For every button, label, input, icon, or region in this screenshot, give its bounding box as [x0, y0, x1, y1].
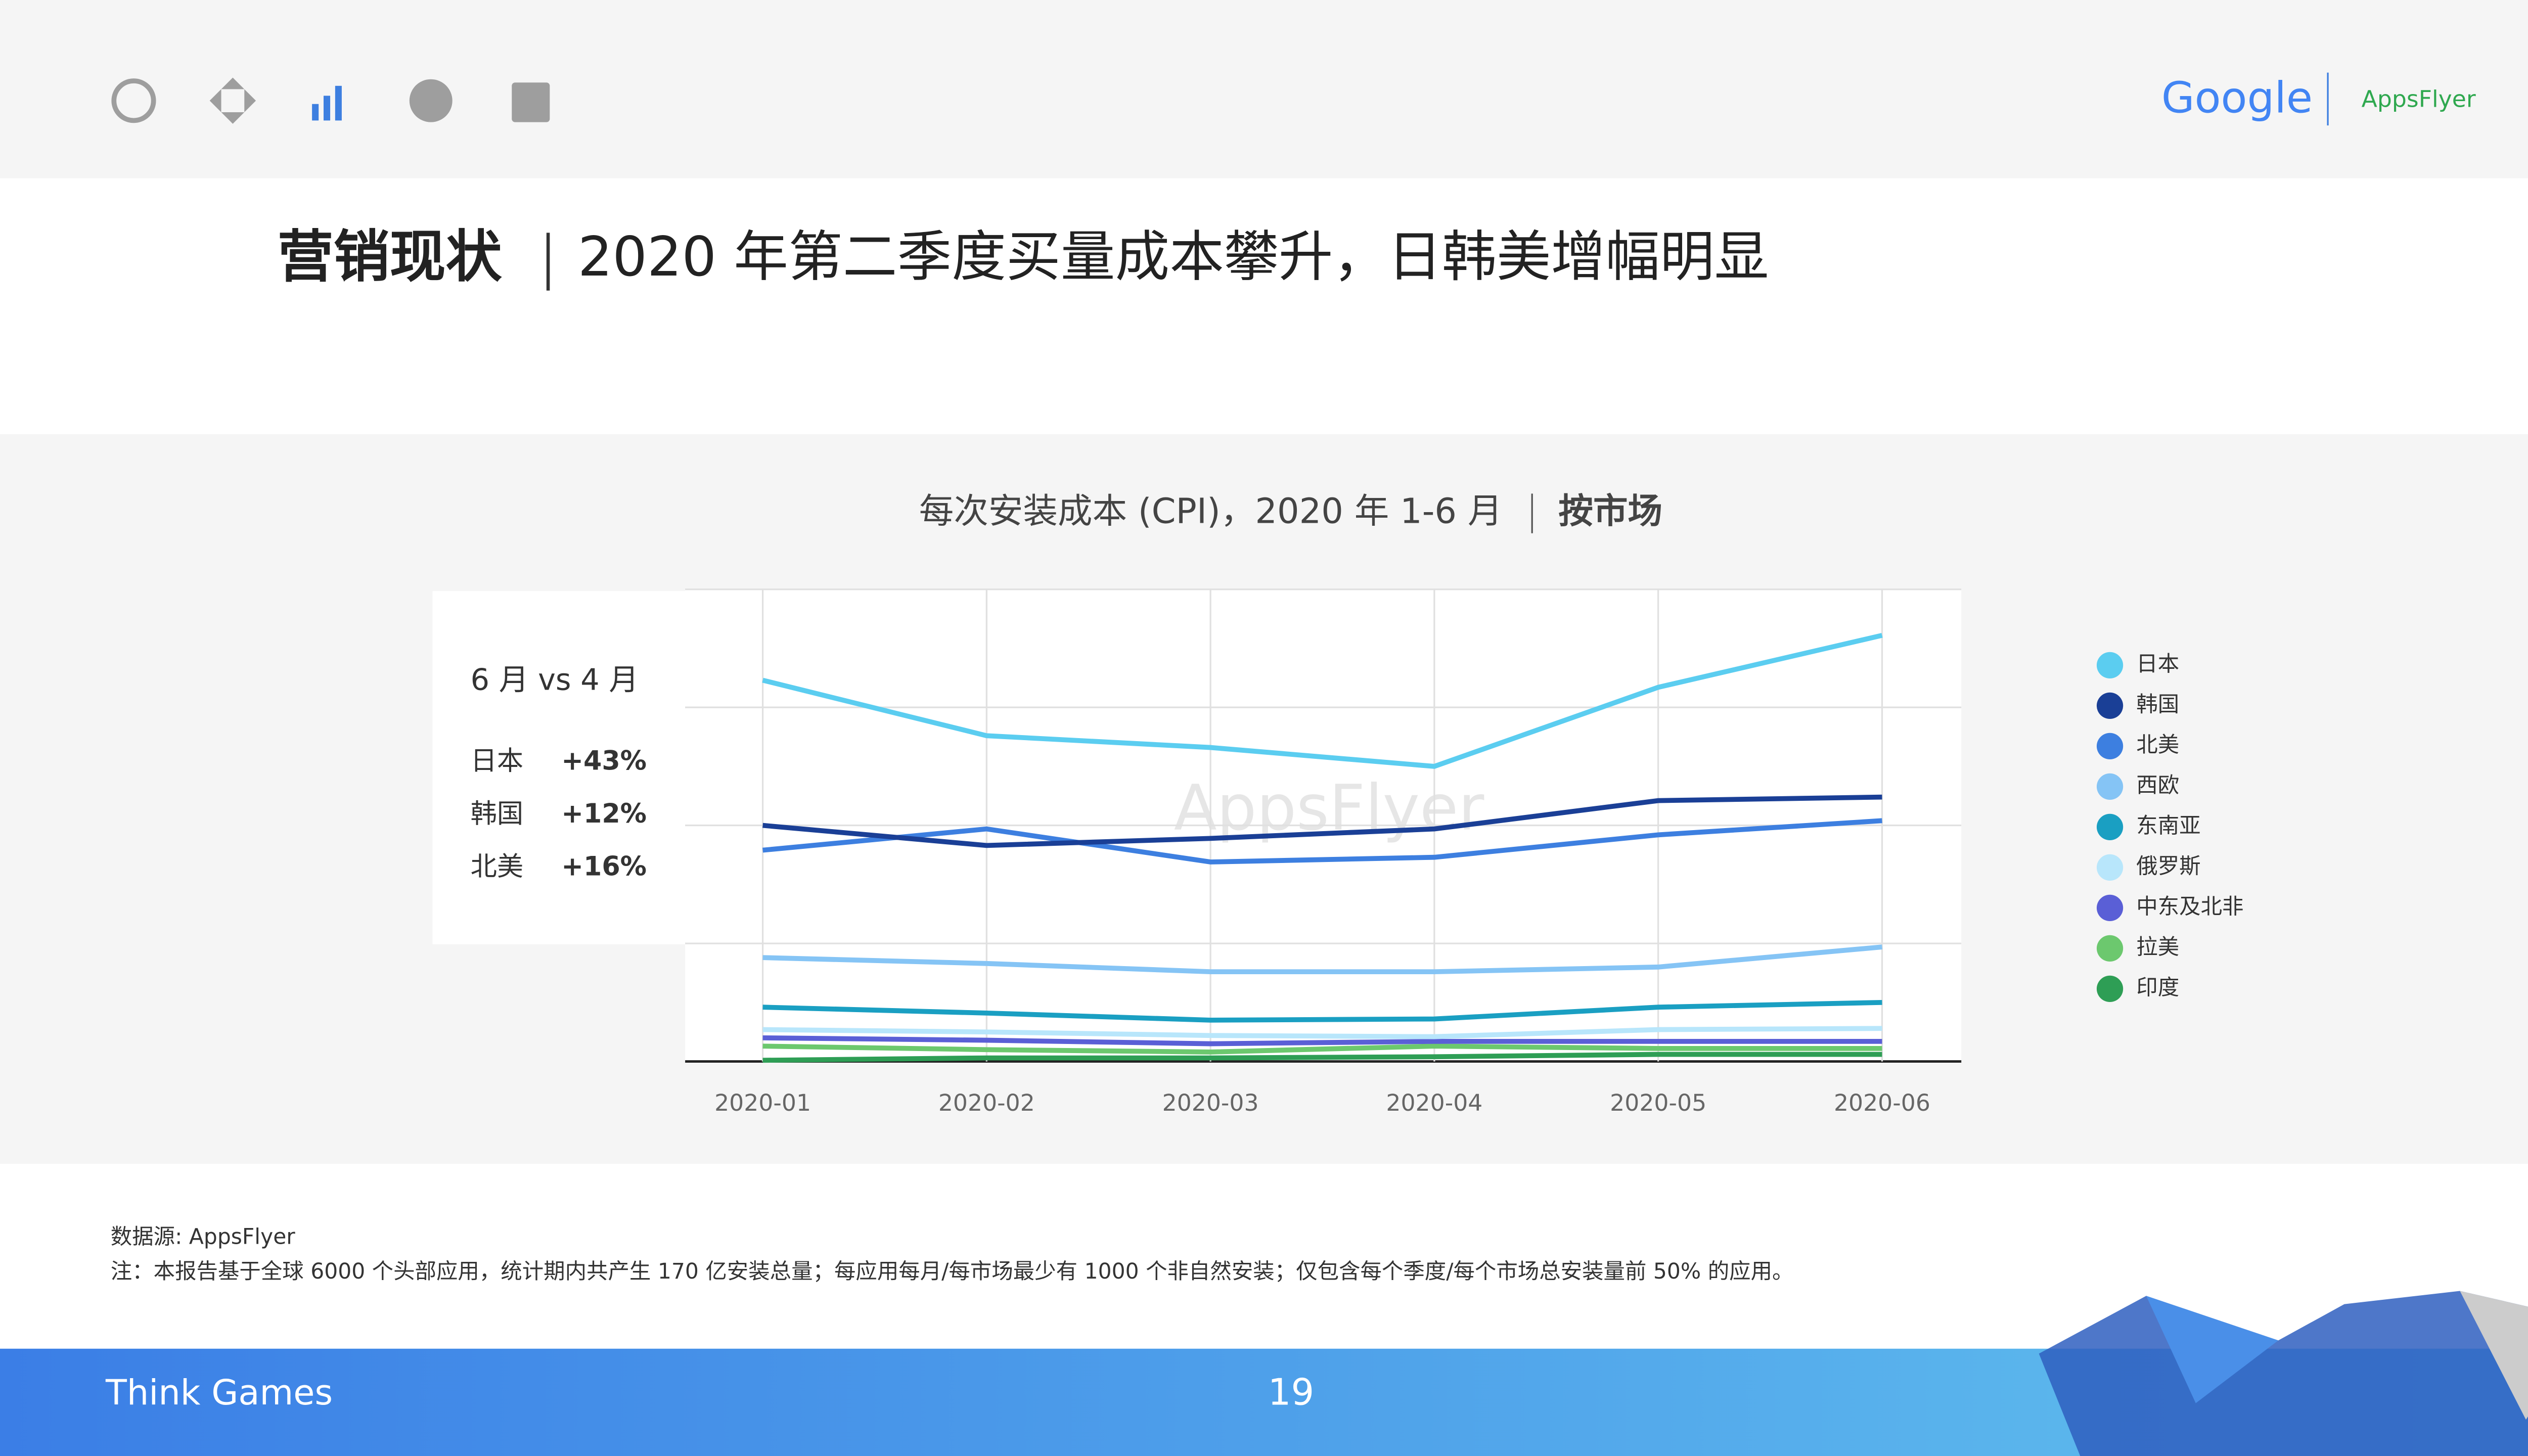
- title-lead: 营销现状: [278, 224, 503, 290]
- legend-label: 韩国: [2136, 692, 2179, 717]
- nav-icons: [111, 77, 550, 124]
- legend-swatch: [2096, 773, 2124, 800]
- brand: Think Games: [105, 1373, 333, 1413]
- callout-change: +12%: [561, 799, 647, 829]
- legend-label: 印度: [2136, 975, 2179, 1000]
- x-tick-label: 2020-03: [1162, 1089, 1259, 1116]
- legend-swatch: [2096, 894, 2124, 922]
- x-tick-label: 2020-02: [938, 1089, 1035, 1116]
- legend-swatch: [2096, 854, 2124, 881]
- series-line: [762, 818, 1882, 864]
- legend-label: 拉美: [2136, 935, 2179, 960]
- legend-swatch: [2096, 935, 2124, 962]
- top-bar: [0, 0, 2528, 178]
- series-line: [762, 1026, 1882, 1039]
- icon-compass[interactable]: [409, 79, 453, 122]
- google-logo: Google: [2161, 73, 2313, 123]
- x-tick-label: 2020-06: [1834, 1089, 1930, 1116]
- callout-title: 6 月 vs 4 月: [471, 662, 639, 697]
- icon-chart[interactable]: [312, 85, 342, 121]
- legend-label: 东南亚: [2136, 813, 2200, 838]
- callout-box: [432, 590, 686, 944]
- callout-market: 韩国: [471, 799, 523, 829]
- callout-change: +43%: [561, 746, 647, 777]
- series-line: [762, 794, 1882, 848]
- chart-subtitle: 按市场: [1558, 491, 1662, 532]
- callout-market: 日本: [471, 746, 523, 777]
- callout-market: 北美: [471, 852, 523, 882]
- legend-swatch: [2096, 692, 2124, 719]
- source: 数据源: AppsFlyer: [111, 1224, 296, 1249]
- legend-swatch: [2096, 813, 2124, 841]
- legend-swatch: [2096, 652, 2124, 679]
- icon-move[interactable]: [209, 77, 256, 124]
- page-number: 19: [1268, 1371, 1314, 1414]
- series-line: [762, 632, 1883, 769]
- callout-change: +16%: [561, 852, 647, 882]
- x-tick-label: 2020-04: [1386, 1089, 1482, 1116]
- chart-title: 每次安装成本 (CPI)，2020 年 1-6 月: [919, 491, 1503, 532]
- series-line: [762, 944, 1882, 975]
- x-tick-label: 2020-05: [1610, 1089, 1706, 1116]
- series-line: [762, 1052, 1882, 1063]
- series-line: [762, 1035, 1882, 1046]
- legend-swatch: [2096, 975, 2124, 1003]
- decoration: [2039, 1291, 2528, 1456]
- legend-swatch: [2096, 733, 2124, 760]
- legend-label: 日本: [2136, 652, 2179, 676]
- title: 2020 年第二季度买量成本攀升，日韩美增幅明显: [578, 225, 1769, 289]
- legend-label: 俄罗斯: [2136, 854, 2200, 879]
- note: 注：本报告基于全球 6000 个头部应用，统计期内共产生 170 亿安装总量；每…: [111, 1259, 1794, 1284]
- legend-label: 西欧: [2136, 773, 2179, 798]
- series-line: [762, 999, 1882, 1023]
- appsflyer-logo: AppsFlyer: [2362, 86, 2476, 113]
- series-line: [762, 1043, 1882, 1055]
- legend-label: 中东及北非: [2136, 894, 2243, 919]
- icon-clipboard[interactable]: [512, 82, 550, 122]
- x-tick-label: 2020-01: [714, 1089, 811, 1116]
- icon-globe[interactable]: [111, 78, 156, 123]
- legend-label: 北美: [2136, 733, 2179, 757]
